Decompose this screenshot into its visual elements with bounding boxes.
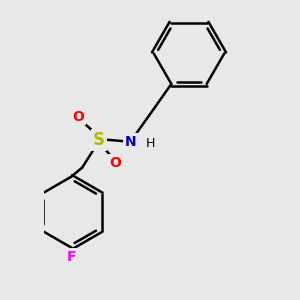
Text: N: N <box>125 135 136 148</box>
Text: F: F <box>66 250 76 264</box>
Text: S: S <box>93 131 105 149</box>
Text: O: O <box>110 156 122 170</box>
Text: O: O <box>73 110 84 124</box>
Text: H: H <box>146 137 156 150</box>
